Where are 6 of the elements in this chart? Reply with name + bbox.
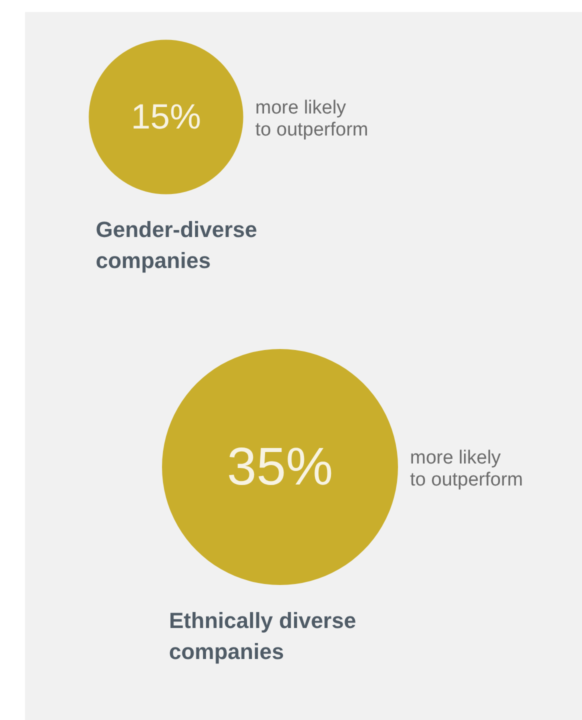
data-label: 15%: [130, 98, 202, 136]
text: more likely to outperform: [255, 98, 368, 140]
text: more likely to outperform: [410, 448, 523, 490]
data-label: 35%: [226, 438, 334, 496]
category-label: Ethnically diverse companies: [169, 608, 356, 664]
category-label: Gender-diverse companies: [96, 217, 258, 274]
